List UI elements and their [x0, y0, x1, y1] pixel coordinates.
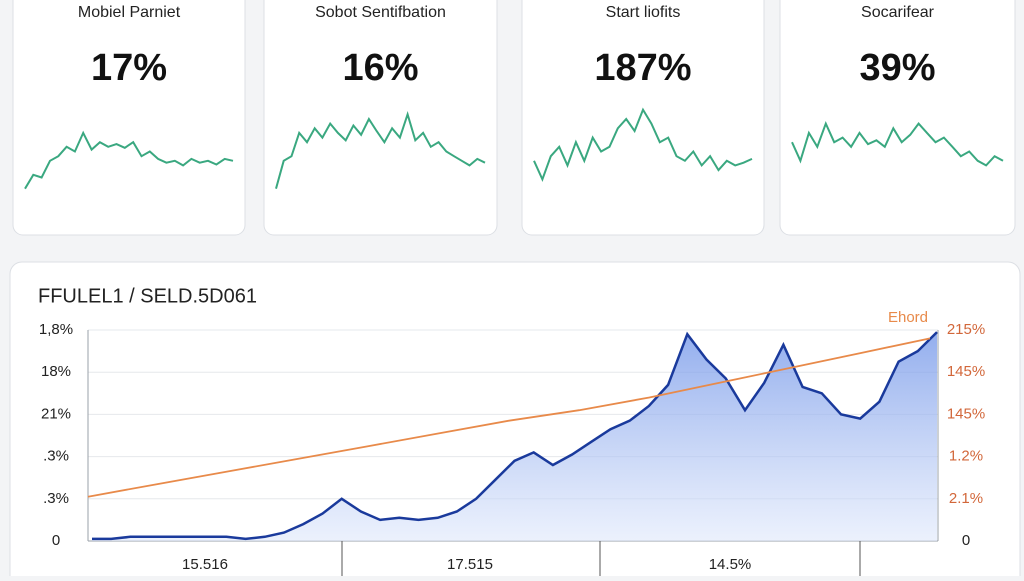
- sparkline: [791, 120, 1004, 167]
- x-tick-label: 14.5%: [709, 556, 752, 573]
- y2-tick-label: 0: [962, 532, 970, 549]
- card-value: 16%: [342, 47, 418, 89]
- y-tick-label: 18%: [41, 363, 71, 380]
- y2-tick-label: 215%: [947, 321, 985, 338]
- y-tick-label: 21%: [41, 405, 71, 422]
- main-title: FFULEL1 / SELD.5D061: [38, 285, 257, 307]
- y2-tick-label: 2.1%: [949, 490, 983, 507]
- sparkline: [533, 107, 753, 183]
- card-title: Start liofits: [606, 4, 681, 21]
- y-tick-label: 0: [52, 532, 60, 549]
- card-title: Socarifear: [861, 4, 935, 21]
- card: [779, 0, 1016, 236]
- legend-label: Ehord: [888, 309, 928, 326]
- sparkline: [275, 110, 486, 189]
- y2-tick-label: 1.2%: [949, 448, 983, 465]
- x-tick-label: 15.516: [182, 556, 228, 573]
- card-value: 17%: [91, 47, 167, 89]
- series-line: [87, 337, 931, 498]
- card: [263, 0, 498, 236]
- sparkline: [24, 130, 234, 190]
- card: [12, 0, 246, 236]
- card-title: Sobot Sentifbation: [315, 4, 446, 21]
- card-title: Mobiel Parniet: [78, 4, 181, 21]
- card-value: 39%: [859, 47, 935, 89]
- y-tick-label: .3%: [43, 490, 69, 507]
- y2-tick-label: 145%: [947, 363, 985, 380]
- card-value: 187%: [594, 47, 691, 89]
- area-fill: [92, 332, 937, 541]
- y-tick-label: 1,8%: [39, 321, 73, 338]
- y2-tick-label: 145%: [947, 405, 985, 422]
- card: [521, 0, 765, 236]
- x-tick-label: 17.515: [447, 556, 493, 573]
- series-line: [92, 331, 938, 541]
- y-tick-label: .3%: [43, 448, 69, 465]
